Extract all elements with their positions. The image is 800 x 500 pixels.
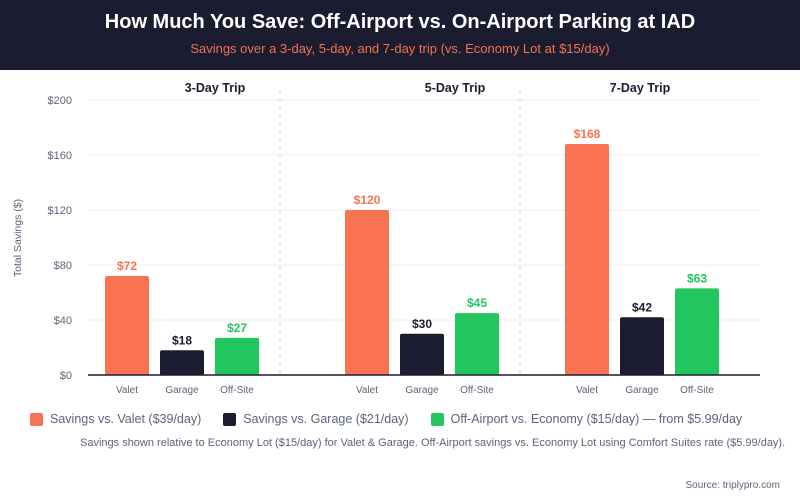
legend-item-offsite: Off-Airport vs. Economy ($15/day) — from… (430, 412, 743, 426)
legend-item-garage: Savings vs. Garage ($21/day) (223, 412, 409, 426)
data-label: $63 (687, 271, 707, 285)
x-tick-label: Garage (165, 385, 199, 396)
source: Source: triplypro.com (685, 480, 780, 491)
legend-item-valet: Savings vs. Valet ($39/day) (30, 412, 201, 426)
y-tick-label: $0 (60, 370, 72, 382)
legend-label: Savings vs. Garage ($21/day) (243, 412, 409, 426)
x-tick-label: Valet (116, 385, 138, 396)
bar (215, 337, 259, 375)
data-label: $30 (412, 317, 432, 331)
bar (565, 144, 609, 375)
legend-swatch (430, 412, 444, 426)
x-tick-label: Valet (576, 385, 598, 396)
data-label: $45 (467, 296, 487, 310)
bar (400, 333, 444, 375)
data-label: $120 (354, 193, 381, 207)
chart-title: How Much You Save: Off-Airport vs. On-Ai… (104, 11, 696, 33)
y-axis-label: Total Savings ($) (12, 199, 24, 277)
data-label: $18 (172, 333, 192, 347)
legend-swatch (223, 412, 237, 426)
group-title: 7-Day Trip (610, 81, 671, 95)
data-label: $72 (117, 259, 137, 273)
y-tick-label: $80 (54, 260, 72, 272)
y-tick-label: $160 (48, 150, 72, 162)
x-tick-label: Off-Site (680, 385, 714, 396)
x-tick-label: Valet (356, 385, 378, 396)
group-title: 3-Day Trip (185, 81, 246, 95)
bar (620, 317, 664, 375)
chart-header: How Much You Save: Off-Airport vs. On-Ai… (0, 0, 800, 70)
footnote: Savings shown relative to Economy Lot ($… (80, 437, 786, 449)
y-tick-label: $40 (54, 315, 72, 327)
legend-label: Off-Airport vs. Economy ($15/day) — from… (450, 412, 743, 426)
legend-swatch (30, 412, 43, 426)
chart-subtitle: Savings over a 3-day, 5-day, and 7-day t… (190, 41, 610, 56)
bar (345, 210, 389, 375)
y-tick-label: $120 (48, 205, 72, 217)
bar (160, 350, 204, 375)
group-title: 5-Day Trip (425, 81, 486, 95)
legend: Savings vs. Valet ($39/day) Savings vs. … (30, 410, 742, 428)
x-tick-label: Off-Site (220, 385, 254, 396)
x-tick-label: Off-Site (460, 385, 494, 396)
bar (105, 276, 149, 375)
data-label: $168 (574, 127, 601, 141)
bar (675, 288, 719, 375)
data-label: $27 (227, 321, 247, 335)
y-tick-label: $200 (48, 95, 72, 107)
bar (455, 313, 499, 375)
data-label: $42 (632, 300, 652, 314)
x-tick-label: Garage (625, 385, 659, 396)
x-tick-label: Garage (405, 385, 439, 396)
legend-label: Savings vs. Valet ($39/day) (50, 412, 202, 426)
